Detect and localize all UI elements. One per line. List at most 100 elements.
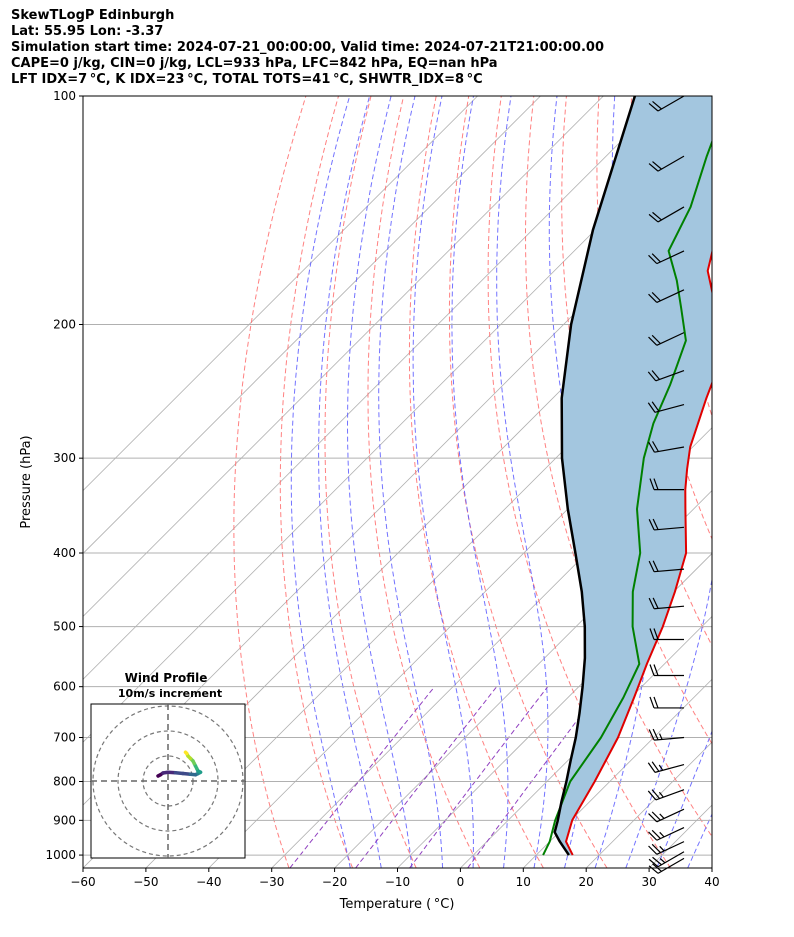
wind-barb-flag	[648, 519, 655, 531]
wind-barb-flag	[652, 161, 662, 170]
moist-adiabat	[412, 96, 474, 868]
wind-barb-flag	[647, 402, 656, 413]
wind-barb-staff	[657, 851, 685, 868]
isotherm	[711, 867, 712, 868]
y-tick-label: 500	[53, 620, 76, 634]
isotherm	[397, 552, 712, 868]
wind-barb-staff	[657, 206, 685, 223]
y-tick-label: 200	[53, 318, 76, 332]
wind-barb-half-flag	[658, 764, 664, 771]
wind-barb-flag	[651, 334, 661, 345]
wind-barb	[648, 206, 685, 223]
dry-adiabat	[324, 96, 417, 868]
wind-barb-flag	[652, 597, 659, 609]
moist-adiabat	[496, 96, 549, 868]
wind-barb	[649, 696, 684, 709]
wind-barb-half-flag	[658, 791, 664, 798]
x-tick-label: −50	[133, 875, 158, 889]
y-tick-label: 600	[53, 680, 76, 694]
wind-barb-flag	[648, 103, 659, 112]
wind-barb	[647, 761, 685, 773]
isotherm	[83, 96, 604, 617]
x-tick-label: −30	[259, 875, 284, 889]
wind-barb-flag	[648, 845, 658, 855]
wind-barb	[648, 155, 685, 172]
wind-barb-staff	[654, 526, 685, 531]
wind-barb-staff	[657, 155, 685, 172]
dry-adiabat	[233, 96, 307, 868]
wind-barb	[648, 518, 685, 531]
wind-barb	[648, 441, 685, 453]
wind-barb	[648, 857, 685, 874]
wind-barb-flag	[652, 728, 659, 741]
wind-barb-flag	[647, 762, 656, 773]
wind-barb-flag	[652, 518, 659, 530]
y-axis: 1000 900 800 700 600 500 400 300 200 100	[45, 89, 83, 862]
wind-barb-flag	[651, 401, 660, 412]
y-tick-label: 700	[53, 730, 76, 744]
wind-barb-staff	[656, 289, 685, 303]
index-line: LFT IDX=7 °C, K IDX=23 °C, TOTAL TOTS=41…	[11, 72, 483, 87]
moist-adiabat	[290, 96, 351, 868]
wind-barb-flag	[647, 371, 657, 382]
x-tick-label: 10	[516, 875, 531, 889]
wind-barb	[648, 95, 685, 112]
x-tick-label: −40	[196, 875, 221, 889]
wind-barb-flag	[648, 813, 658, 823]
y-axis-label: Pressure (hPa)	[19, 435, 34, 528]
wind-barb-flag	[649, 628, 655, 640]
wind-barb-flag	[648, 441, 655, 453]
wind-barb-staff	[654, 736, 685, 741]
wind-barb-half-flag	[659, 858, 666, 864]
isotherm	[145, 301, 712, 868]
wind-barb-flag	[648, 560, 655, 572]
wind-barb-flag	[653, 696, 659, 709]
y-tick-label: 400	[53, 546, 76, 560]
moist-adiabat	[656, 729, 712, 868]
wind-barb-flag	[651, 761, 660, 772]
location-line: Lat: 55.95 Lon: -3.37	[11, 24, 164, 39]
wind-barb-staff	[654, 605, 685, 610]
hodograph-subtitle: 10m/s increment	[118, 687, 222, 700]
wind-barb	[648, 808, 685, 823]
isotherm	[83, 96, 541, 555]
wind-barb-flag	[652, 211, 662, 221]
wind-barb-flag	[653, 628, 659, 640]
wind-barb-flag	[649, 664, 655, 676]
wind-barb-flag	[651, 253, 661, 263]
x-tick-label: −60	[70, 875, 95, 889]
dry-adiabat	[524, 96, 712, 838]
wind-barb-flag	[651, 811, 661, 821]
hodograph-title: Wind Profile	[125, 671, 208, 685]
wind-barb-flag	[652, 856, 662, 866]
moist-adiabat	[318, 96, 382, 868]
wind-barb-half-flag	[659, 831, 665, 838]
isotherm	[83, 96, 478, 492]
dry-adiabat	[408, 96, 544, 868]
wind-barb-flag	[648, 336, 658, 346]
x-tick-label: 0	[457, 875, 465, 889]
wind-barb	[648, 827, 685, 841]
moist-adiabat	[347, 96, 413, 868]
mixing-ratio-line	[289, 686, 435, 868]
wind-barb	[648, 728, 685, 741]
y-tick-label: 900	[53, 813, 76, 827]
wind-barb	[648, 597, 685, 610]
wind-barb	[647, 789, 685, 801]
wind-barb	[648, 560, 685, 573]
wind-barb	[648, 332, 685, 346]
wind-barb-half-flag	[659, 813, 665, 819]
y-tick-label: 100	[53, 89, 76, 103]
wind-barb-flag	[648, 729, 655, 741]
wind-barb-flag	[651, 843, 661, 854]
reference-lines	[83, 96, 712, 868]
y-tick-label: 800	[53, 775, 76, 789]
cin-shading	[555, 96, 712, 856]
hodograph-segment	[183, 750, 189, 756]
wind-barb-staff	[654, 404, 685, 413]
y-tick-label: 300	[53, 451, 76, 465]
mixing-ratio-line	[409, 686, 549, 868]
moist-adiabat	[378, 96, 444, 868]
dry-adiabat	[663, 96, 712, 418]
